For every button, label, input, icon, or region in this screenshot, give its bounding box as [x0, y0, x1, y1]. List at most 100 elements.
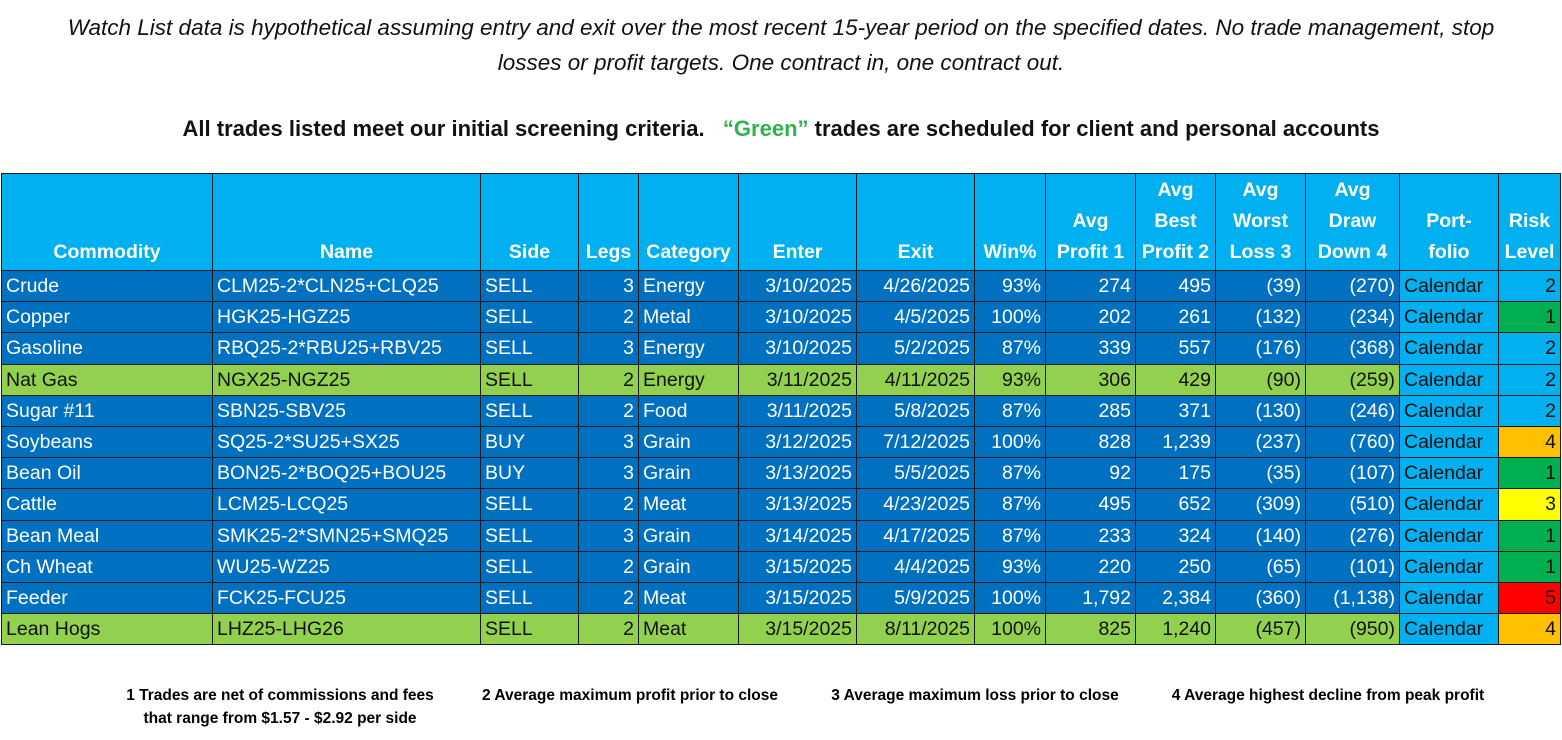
table-cell: 2 [578, 581, 639, 615]
table-cell: BUY [480, 425, 579, 459]
table-cell: WU25-WZ25 [212, 550, 481, 583]
table-cell: (259) [1305, 363, 1400, 396]
table-cell: 1 [1498, 457, 1561, 490]
table-cell: FCK25-FCU25 [212, 581, 481, 615]
table-cell: 4/5/2025 [856, 301, 975, 334]
table-row: Lean Hogs LHZ25-LHG26 SELL 2 Meat 3/15/2025 8/… [1, 613, 1561, 646]
table-cell: Grain [638, 550, 739, 583]
table-cell: 2 [578, 613, 639, 646]
table-cell: LCM25-LCQ25 [212, 488, 481, 521]
table-cell: SELL [480, 519, 579, 552]
table-cell: 7/12/2025 [856, 425, 975, 459]
table-cell: 4/17/2025 [856, 519, 975, 552]
table-cell: 261 [1135, 301, 1216, 334]
table-cell: SELL [480, 488, 579, 521]
column-header: Port- folio [1399, 173, 1499, 271]
column-header: Legs [578, 173, 639, 271]
table-cell: SELL [480, 550, 579, 583]
table-cell: Calendar [1399, 581, 1499, 615]
table-cell: SELL [480, 301, 579, 334]
table-cell: 175 [1135, 457, 1216, 490]
column-header: Avg Profit 1 [1045, 173, 1136, 271]
table-cell: 220 [1045, 550, 1136, 583]
table-cell: 8/11/2025 [856, 613, 975, 646]
table-cell: 1,240 [1135, 613, 1216, 646]
table-cell: 2 [1498, 394, 1561, 427]
table-cell: CLM25-2*CLN25+CLQ25 [212, 269, 481, 303]
table-cell: (176) [1215, 332, 1306, 365]
table-cell: (101) [1305, 550, 1400, 583]
table-row: Crude CLM25-2*CLN25+CLQ25 SELL 3 Energy 3/10/… [1, 269, 1561, 303]
table-cell: Soybeans [1, 425, 213, 459]
table-cell: 3/15/2025 [738, 550, 857, 583]
table-cell: (130) [1215, 394, 1306, 427]
table-cell: 87% [974, 488, 1046, 521]
table-cell: 4/4/2025 [856, 550, 975, 583]
table-cell: (90) [1215, 363, 1306, 396]
table-cell: 3 [1498, 488, 1561, 521]
table-cell: 4 [1498, 425, 1561, 459]
table-row: Copper HGK25-HGZ25 SELL 2 Metal 3/10/2025 4/5/… [1, 301, 1561, 334]
table-cell: (950) [1305, 613, 1400, 646]
table-cell: (368) [1305, 332, 1400, 365]
table-cell: 5/5/2025 [856, 457, 975, 490]
table-cell: 3/13/2025 [738, 457, 857, 490]
table-cell: 3 [578, 425, 639, 459]
table-cell: 1 [1498, 550, 1561, 583]
table-cell: 495 [1045, 488, 1136, 521]
footnote: 1 Trades are net of commissions and fees… [126, 687, 434, 727]
table-row: Cattle LCM25-LCQ25 SELL 2 Meat 3/13/2025 4/23/… [1, 488, 1561, 521]
table-cell: (39) [1215, 269, 1306, 303]
table-cell: (237) [1215, 425, 1306, 459]
column-header: Avg Worst Loss 3 [1215, 173, 1306, 271]
table-cell: Calendar [1399, 363, 1499, 396]
table-cell: Ch Wheat [1, 550, 213, 583]
table-cell: 324 [1135, 519, 1216, 552]
column-header: Exit [856, 173, 975, 271]
table-cell: Crude [1, 269, 213, 303]
table-cell: NGX25-NGZ25 [212, 363, 481, 396]
table-cell: Food [638, 394, 739, 427]
table-cell: 100% [974, 425, 1046, 459]
table-cell: Gasoline [1, 332, 213, 365]
table-cell: Calendar [1399, 394, 1499, 427]
table-cell: Lean Hogs [1, 613, 213, 646]
table-row: Soybeans SQ25-2*SU25+SX25 BUY 3 Grain 3/12/20… [1, 425, 1561, 459]
criteria-text: trades are scheduled for client and pers… [814, 116, 1380, 141]
table-cell: Calendar [1399, 613, 1499, 646]
table-cell: 285 [1045, 394, 1136, 427]
table-cell: (457) [1215, 613, 1306, 646]
table-cell: BON25-2*BOQ25+BOU25 [212, 457, 481, 490]
table-cell: (510) [1305, 488, 1400, 521]
table-cell: (270) [1305, 269, 1400, 303]
footnote: 4 Average highest decline from peak prof… [1171, 687, 1485, 704]
table-cell: 3 [578, 332, 639, 365]
table-cell: 2 [578, 488, 639, 521]
table-cell: 3/15/2025 [738, 581, 857, 615]
table-cell: 828 [1045, 425, 1136, 459]
table-cell: HGK25-HGZ25 [212, 301, 481, 334]
table-cell: LHZ25-LHG26 [212, 613, 481, 646]
table-cell: SBN25-SBV25 [212, 394, 481, 427]
table-cell: 3/10/2025 [738, 332, 857, 365]
table-cell: (1,138) [1305, 581, 1400, 615]
table-cell: 4/11/2025 [856, 363, 975, 396]
table-cell: (309) [1215, 488, 1306, 521]
table-cell: 1 [1498, 301, 1561, 334]
column-header: Avg Best Profit 2 [1135, 173, 1216, 271]
table-cell: SELL [480, 394, 579, 427]
table-cell: Energy [638, 363, 739, 396]
table-row: Feeder FCK25-FCU25 SELL 2 Meat 3/15/2025 5/9/2… [1, 581, 1561, 615]
table-cell: 371 [1135, 394, 1216, 427]
table-cell: 3/10/2025 [738, 269, 857, 303]
table-cell: (132) [1215, 301, 1306, 334]
table-cell: 3 [578, 457, 639, 490]
table-row: Ch Wheat WU25-WZ25 SELL 2 Grain 3/15/2025 4/4/… [1, 550, 1561, 583]
footnote: 2 Average maximum profit prior to close [481, 687, 778, 704]
header-row: Commodity Name Side Legs Category Enter Exit Wi… [1, 173, 1561, 271]
table-cell: 1,792 [1045, 581, 1136, 615]
table-row: Bean Oil BON25-2*BOQ25+BOU25 BUY 3 Grain 3/13… [1, 457, 1561, 490]
table-cell: (760) [1305, 425, 1400, 459]
table-cell: Energy [638, 269, 739, 303]
